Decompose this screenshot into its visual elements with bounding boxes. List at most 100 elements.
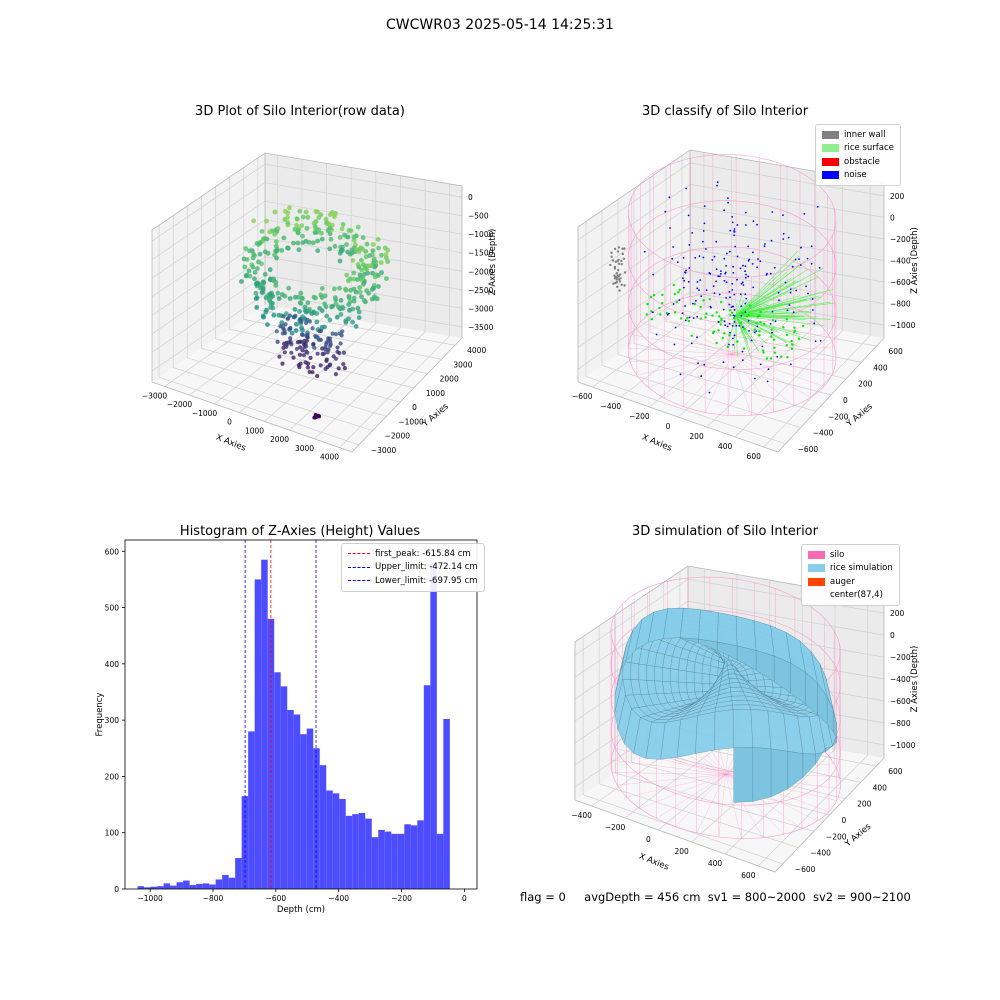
raw-scatter-point <box>294 321 299 327</box>
histogram-title: Histogram of Z-Axies (Height) Values <box>179 524 421 539</box>
noise-point <box>717 321 720 323</box>
raw-scatter-point <box>297 208 303 214</box>
legend-swatch <box>808 550 825 559</box>
raw-scatter-point <box>310 326 315 331</box>
raw-y-tick-label: −2000 <box>385 432 411 441</box>
raw-scatter-point <box>351 298 357 304</box>
rice-surface-streak <box>735 315 757 343</box>
histogram-bar <box>267 618 275 889</box>
raw-x-tick-label: 4000 <box>320 453 339 462</box>
noise-point <box>668 312 670 315</box>
rice-surface-point <box>721 336 724 340</box>
raw-scatter-point <box>277 354 282 359</box>
raw-scatter-point <box>324 357 329 362</box>
raw-scatter-point <box>351 270 357 276</box>
histogram-frame <box>124 539 478 890</box>
noise-point <box>792 311 795 314</box>
raw-scatter-point <box>332 243 338 249</box>
noise-point <box>776 355 779 358</box>
raw-z-tick-label: −3500 <box>468 323 494 332</box>
legend-item-noise: noise <box>822 169 894 183</box>
classify-silo-spoke <box>704 354 733 413</box>
legend-swatch <box>808 577 825 586</box>
rice-surface-streak <box>735 315 768 345</box>
noise-point <box>816 205 819 208</box>
histogram-bar <box>384 831 392 889</box>
noise-point <box>769 272 772 275</box>
status-avg-depth: avgDepth = 456 cm <box>584 890 701 904</box>
rice-surface-streak <box>735 299 749 316</box>
raw-scatter-point <box>265 322 270 327</box>
histogram-bar <box>332 793 340 889</box>
raw-scatter-point <box>312 345 317 350</box>
rice-surface-point <box>678 288 681 292</box>
raw-scatter-point <box>279 248 285 253</box>
rice-surface-point <box>708 298 711 301</box>
rice-surface-point <box>742 347 746 350</box>
raw-scatter-point <box>263 309 269 315</box>
legend-swatch <box>808 564 825 573</box>
raw-scatter-point <box>322 293 328 299</box>
noise-point <box>723 279 726 282</box>
classify-silo-spoke <box>670 302 733 355</box>
rice-surface-point <box>729 314 732 317</box>
raw-z-tick-label: 0 <box>468 193 473 202</box>
histogram-bar <box>339 798 346 889</box>
noise-point <box>756 223 758 226</box>
noise-point <box>698 255 701 257</box>
noise-point <box>719 275 721 278</box>
raw-scatter-point <box>247 273 253 279</box>
raw-scatter-point <box>313 413 318 417</box>
inner-wall-point <box>623 271 627 274</box>
raw-z-tick-label: −500 <box>468 212 489 221</box>
noise-point <box>734 245 737 248</box>
raw-scatter-point <box>273 239 279 245</box>
rice-surface-streak <box>735 300 745 316</box>
rice-surface-point <box>770 335 773 338</box>
histogram-bar <box>209 884 216 889</box>
noise-point <box>696 281 699 283</box>
noise-point <box>767 368 770 370</box>
sim-x-tick-label: 200 <box>675 847 690 856</box>
raw-scatter-point <box>307 319 312 324</box>
noise-point <box>810 262 813 265</box>
raw-scatter-point <box>252 270 258 275</box>
raw-scatter-point <box>359 277 365 283</box>
rice-surface-streak <box>735 255 800 316</box>
histogram-bar <box>371 837 379 889</box>
sim-z-tick-label: 0 <box>890 631 895 640</box>
raw-scatter-point <box>375 236 381 242</box>
noise-point <box>683 279 685 282</box>
classify-x-grid <box>734 175 843 438</box>
noise-point <box>696 315 699 318</box>
legend-item-silo: silo <box>808 548 893 562</box>
rice-side-facet <box>733 747 753 803</box>
noise-point <box>688 316 691 319</box>
noise-point <box>740 305 743 307</box>
classify-y-grid <box>681 155 877 347</box>
noise-point <box>810 245 813 248</box>
raw-scatter-point <box>314 319 320 325</box>
raw-scatter-point <box>271 278 276 284</box>
rice-surface-streak <box>735 315 766 335</box>
histogram-bar <box>319 765 327 889</box>
sim-z-tick-label: −400 <box>890 675 911 684</box>
noise-point <box>765 274 768 276</box>
rice-surface-point <box>759 310 763 313</box>
rice-surface-facet <box>677 669 687 683</box>
classify-silo-spoke <box>683 354 733 407</box>
noise-point <box>726 252 728 255</box>
classify-silo-spoke <box>690 296 733 355</box>
raw-scatter-point <box>371 296 377 301</box>
raw-scatter-point <box>309 311 315 316</box>
raw-x-tick-label: −3000 <box>142 391 168 400</box>
legend-label: Lower_limit: -697.95 cm <box>375 575 478 586</box>
histogram-bar <box>430 562 437 889</box>
classify-y-grid <box>649 177 847 380</box>
raw-scatter-point <box>257 240 263 246</box>
rice-surface-facet <box>695 711 716 754</box>
noise-point <box>771 331 773 334</box>
classify-x-tick-label: −600 <box>572 392 593 401</box>
rice-surface-point <box>772 338 776 341</box>
raw-scatter-point <box>382 245 388 251</box>
